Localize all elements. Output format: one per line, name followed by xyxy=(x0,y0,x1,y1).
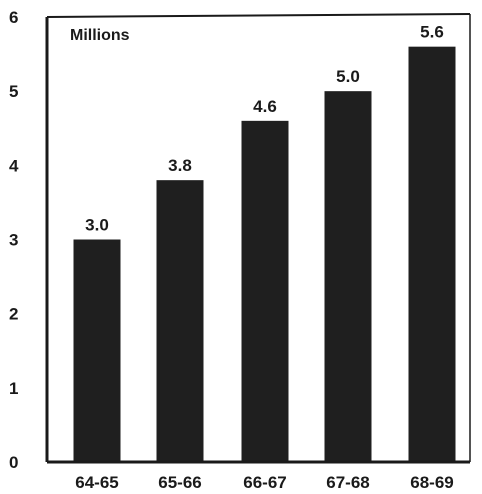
bar-67-68 xyxy=(324,91,372,463)
top-frame-line xyxy=(46,13,471,18)
y-tick-label-4: 4 xyxy=(9,156,19,175)
y-tick-label-1: 1 xyxy=(9,379,18,398)
data-label-group: 3.0 3.8 4.6 5.0 5.6 xyxy=(85,23,444,235)
bar-group xyxy=(73,46,456,463)
x-tick-label-67-68: 67-68 xyxy=(326,473,369,492)
unit-label: Millions xyxy=(70,27,130,44)
x-tick-label-65-66: 65-66 xyxy=(158,473,201,492)
bar-65-66 xyxy=(156,180,204,462)
y-tick-label-0: 0 xyxy=(9,453,18,472)
data-label-65-66: 3.8 xyxy=(168,156,192,175)
data-label-68-69: 5.6 xyxy=(420,23,444,42)
x-tick-label-64-65: 64-65 xyxy=(75,473,118,492)
x-tick-label-68-69: 68-69 xyxy=(410,473,453,492)
x-tick-label-66-67: 66-67 xyxy=(243,473,286,492)
y-tick-label-5: 5 xyxy=(9,82,18,101)
bar-68-69 xyxy=(408,46,456,463)
y-tick-label-3: 3 xyxy=(9,231,18,250)
x-tick-label-group: 64-65 65-66 66-67 67-68 68-69 xyxy=(75,473,453,492)
data-label-66-67: 4.6 xyxy=(253,97,277,116)
axes xyxy=(45,13,471,464)
data-label-64-65: 3.0 xyxy=(85,216,109,235)
bar-66-67 xyxy=(241,120,289,462)
bar-64-65 xyxy=(73,239,121,462)
data-label-67-68: 5.0 xyxy=(336,67,360,86)
y-tick-label-group: 0 1 2 3 4 5 6 xyxy=(9,8,19,472)
y-tick-label-6: 6 xyxy=(9,8,18,27)
y-tick-label-2: 2 xyxy=(9,305,18,324)
